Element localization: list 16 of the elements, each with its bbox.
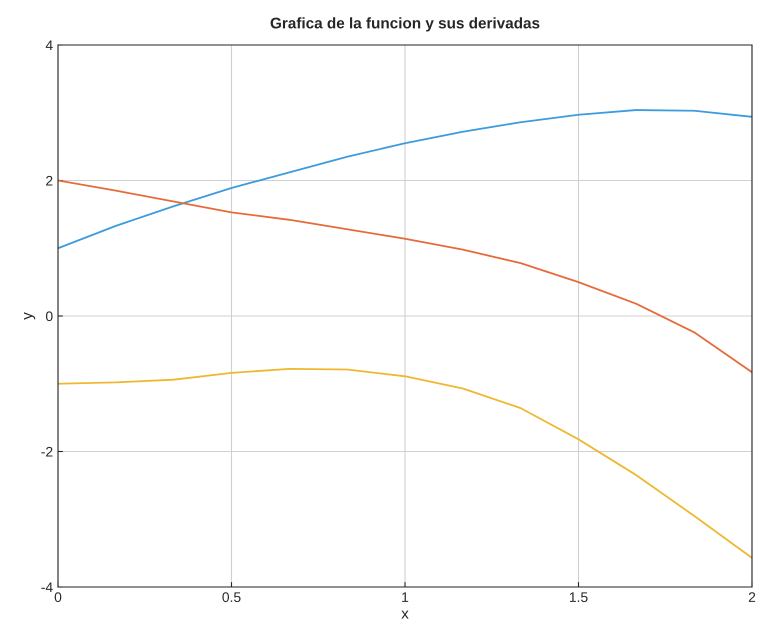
x-tick-label: 0	[54, 592, 62, 602]
line-series	[58, 109, 752, 250]
y-tick-label: -4	[41, 582, 53, 592]
line-series	[58, 368, 752, 559]
y-axis-title: y	[24, 312, 36, 320]
y-tick-label: 4	[46, 40, 53, 50]
y-tick-label: 2	[46, 176, 52, 186]
x-tick-label: 2	[748, 592, 756, 602]
x-tick-label: 1	[402, 592, 408, 602]
x-axis-title: x	[401, 610, 409, 619]
y-tick-label: -2	[41, 446, 52, 457]
chart-title: Grafica de la funcion y sus derivadas	[270, 17, 540, 32]
x-tick-label: 1.5	[570, 592, 588, 602]
y-tick-label: 0	[46, 311, 53, 322]
line-series	[58, 180, 752, 374]
x-tick-label: 0.5	[222, 592, 241, 602]
